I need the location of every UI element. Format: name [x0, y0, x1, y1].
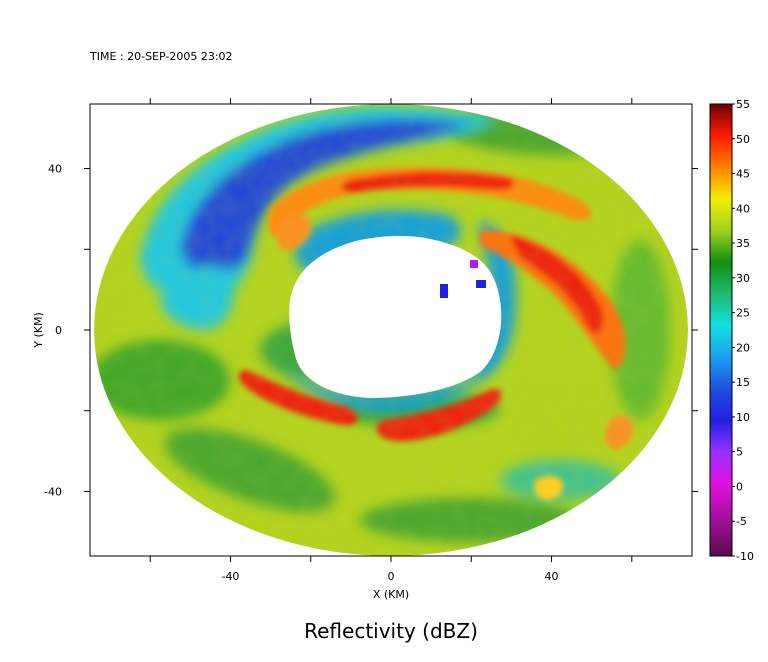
colorbar-tick-label: -10: [736, 550, 754, 563]
x-tick-label: 40: [545, 570, 559, 583]
y-tick-label: 40: [48, 163, 62, 176]
radar-field: [94, 104, 688, 556]
colorbar-tick-label: 25: [736, 307, 750, 320]
x-tick-label: -40: [221, 570, 239, 583]
colorbar-tick-label: 15: [736, 376, 750, 389]
y-tick-label: 0: [55, 324, 62, 337]
x-tick-label: 0: [388, 570, 395, 583]
y-axis-label: Y (KM): [32, 312, 45, 349]
colorbar-tick-label: 0: [736, 480, 743, 493]
colorbar-tick-label: 35: [736, 237, 750, 250]
colorbar-tick-label: 10: [736, 411, 750, 424]
axis-ticks: [84, 98, 698, 562]
y-tick-labels: -40 0 40: [44, 163, 62, 499]
x-tick-labels: -40 0 40: [221, 570, 558, 583]
colorbar-tick-label: 55: [736, 98, 750, 111]
y-tick-label: -40: [44, 485, 62, 498]
colorbar-tick-label: 45: [736, 168, 750, 181]
colorbar-tick-label: 20: [736, 341, 750, 354]
colorbar-tick-label: 40: [736, 202, 750, 215]
colorbar-tick-label: 5: [736, 446, 743, 459]
colorbar-tick-label: 30: [736, 272, 750, 285]
colorbar-tick-labels: -10 -5 0 5 10 15 20 25 30 35 40 45 50 55: [732, 98, 754, 563]
colorbar-tick-label: 50: [736, 133, 750, 146]
colorbar: [709, 103, 733, 557]
colorbar-tick-label: -5: [736, 515, 747, 528]
time-label: TIME : 20-SEP-2005 23:02: [89, 50, 233, 63]
plot-area: [94, 104, 688, 556]
chart-title: Reflectivity (dBZ): [304, 619, 478, 643]
x-axis-label: X (KM): [373, 588, 409, 601]
